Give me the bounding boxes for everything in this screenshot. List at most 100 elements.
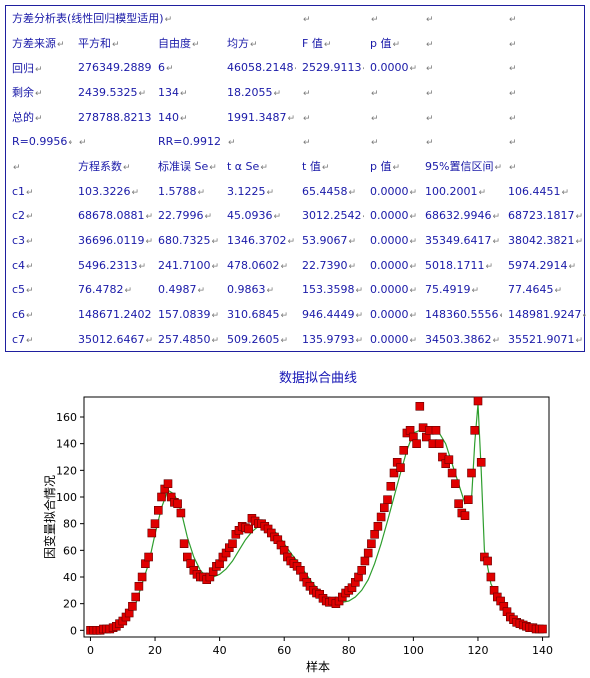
data-point xyxy=(176,508,186,518)
cell-text: 方程系数 xyxy=(78,160,122,174)
cell-text: 153.3598 xyxy=(302,283,355,297)
cell-end-mark: ↵ xyxy=(303,14,311,25)
table-cell: 3.1225↵ xyxy=(221,179,296,204)
table-cell: 153.3598↵ xyxy=(296,278,364,303)
cell-text: 241.7100 xyxy=(158,258,211,272)
table-cell: 140↵ xyxy=(152,105,221,130)
table-cell: 0.0000↵ xyxy=(364,278,419,303)
table-cell: 46058.2148↵ xyxy=(221,55,296,80)
table-cell: F 值↵ xyxy=(296,31,364,56)
cell-text: 35521.9071 xyxy=(508,332,575,346)
cell-end-mark: ↵ xyxy=(371,88,379,99)
table-cell: 3012.2542↵ xyxy=(296,204,364,229)
cell-end-mark: ↵ xyxy=(355,286,364,297)
table-cell: 103.3226↵ xyxy=(72,179,152,204)
table-cell: 106.4451↵ xyxy=(502,179,586,204)
table-cell: 509.2605↵ xyxy=(221,327,296,352)
cell-end-mark: ↵ xyxy=(492,237,501,248)
x-tick-label: 40 xyxy=(213,644,227,657)
cell-end-mark: ↵ xyxy=(363,212,365,222)
cell-text: 22.7390 xyxy=(302,258,348,272)
cell-end-mark: ↵ xyxy=(492,212,501,223)
table-cell: 241.7100↵ xyxy=(152,253,221,278)
cell-end-mark: ↵ xyxy=(392,40,401,51)
cell-end-mark: ↵ xyxy=(323,40,332,51)
cell-text: 0.0000 xyxy=(370,61,409,75)
x-tick-label: 80 xyxy=(342,644,356,657)
table-cell: 135.9793↵ xyxy=(296,327,364,352)
cell-text: 68678.0881 xyxy=(78,209,145,223)
cell-end-mark: ↵ xyxy=(26,237,34,248)
table-cell: ↵ xyxy=(502,80,586,105)
table-cell: 0.0000↵ xyxy=(364,55,419,80)
table-cell: ↵ xyxy=(419,129,502,154)
data-point xyxy=(367,539,376,548)
data-point xyxy=(454,499,463,508)
data-point xyxy=(538,624,547,634)
table-cell: ↵ xyxy=(364,105,419,130)
data-point xyxy=(399,446,409,455)
cell-end-mark: ↵ xyxy=(57,40,65,51)
observed-points xyxy=(86,396,547,635)
table-cell: 65.4458↵ xyxy=(296,179,364,204)
cell-end-mark: ↵ xyxy=(392,163,401,174)
cell-text: RR=0.9912 xyxy=(158,135,221,149)
data-point xyxy=(383,495,392,504)
cell-text: 134 xyxy=(158,85,179,99)
cell-end-mark: ↵ xyxy=(303,88,311,99)
cell-end-mark: ↵ xyxy=(426,88,434,99)
cell-text: 148671.2402 xyxy=(78,308,152,322)
table-cell: c1↵ xyxy=(6,179,72,204)
table-cell: ↵ xyxy=(364,80,419,105)
cell-end-mark: ↵ xyxy=(273,212,282,223)
cell-end-mark: ↵ xyxy=(273,88,282,99)
cell-text: 946.4449 xyxy=(302,308,355,322)
x-tick-label: 100 xyxy=(403,644,424,657)
cell-text: 95%置信区间 xyxy=(425,160,494,174)
cell-end-mark: ↵ xyxy=(138,261,147,272)
table-row: c7↵ 35012.6467↵ 257.4850↵ 509.2605↵ 135.9793… xyxy=(6,327,586,352)
cell-text: c2 xyxy=(12,209,26,223)
table-row: 总的↵278788.8213↵140↵1991.3487↵↵↵↵↵ xyxy=(6,105,586,130)
table-cell: 18.2055↵ xyxy=(221,80,296,105)
cell-end-mark: ↵ xyxy=(211,311,220,322)
table-cell: 0.0000↵ xyxy=(364,204,419,229)
y-tick-label: 60 xyxy=(63,544,77,557)
cell-end-mark: ↵ xyxy=(197,286,206,297)
cell-end-mark: ↵ xyxy=(348,261,357,272)
table-cell: c2↵ xyxy=(6,204,72,229)
table-cell: 标准误 Se↵ xyxy=(152,154,221,179)
cell-text: 34503.3862 xyxy=(425,332,492,346)
table-cell: 35012.6467↵ xyxy=(72,327,152,352)
cell-end-mark: ↵ xyxy=(509,113,517,124)
y-tick-label: 0 xyxy=(70,624,77,637)
data-point xyxy=(173,499,182,508)
cell-text: 总的 xyxy=(12,111,34,125)
data-point xyxy=(460,511,470,520)
cell-end-mark: ↵ xyxy=(131,187,140,198)
data-point xyxy=(137,572,147,582)
table-cell: 257.4850↵ xyxy=(152,327,221,352)
cell-text: 103.3226 xyxy=(78,184,131,198)
cell-text: 22.7996 xyxy=(158,209,204,223)
cell-end-mark: ↵ xyxy=(575,335,584,346)
cell-text: 5496.2313 xyxy=(78,258,138,272)
cell-end-mark: ↵ xyxy=(509,14,517,25)
y-axis-label: 因变量拟合情况 xyxy=(42,475,57,559)
data-point xyxy=(412,439,421,448)
cell-end-mark: ↵ xyxy=(583,311,587,321)
x-axis: 0 20 40 60 80 100 120 140 xyxy=(87,637,553,657)
cell-end-mark: ↵ xyxy=(371,138,379,149)
y-tick-label: 80 xyxy=(63,518,77,531)
cell-text: 0.0000 xyxy=(370,283,409,297)
data-point xyxy=(163,479,173,488)
table-cell: ↵ xyxy=(419,80,502,105)
cell-end-mark: ↵ xyxy=(509,88,517,99)
cell-end-mark: ↵ xyxy=(471,286,480,297)
data-point xyxy=(386,482,396,491)
cell-text: R=0.9956 xyxy=(12,135,68,149)
cell-text: p 值 xyxy=(370,160,392,174)
table-cell: 5974.2914↵ xyxy=(502,253,586,278)
cell-end-mark: ↵ xyxy=(409,286,418,297)
data-point xyxy=(154,506,163,515)
